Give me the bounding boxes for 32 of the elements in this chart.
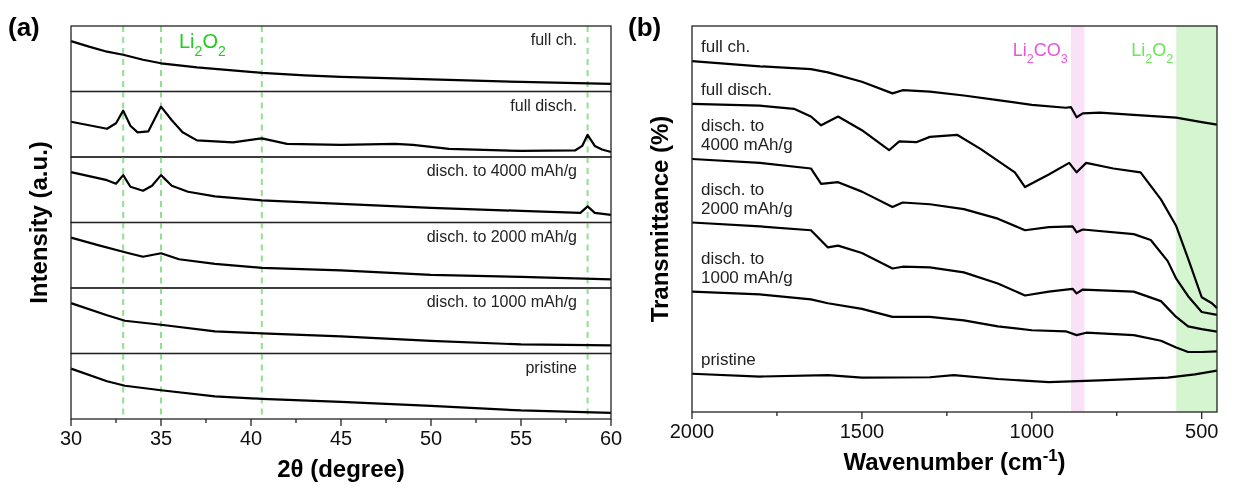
series-label: full disch. bbox=[701, 79, 772, 99]
series-label: pristine bbox=[701, 349, 756, 369]
x-tick-label: 30 bbox=[59, 427, 83, 449]
x-tick-label: 1000 bbox=[1009, 420, 1055, 442]
x-tick-label: 2000 bbox=[669, 420, 715, 442]
x-tick-label: 1500 bbox=[839, 420, 885, 442]
text: pristine bbox=[525, 358, 578, 376]
series-label: disch. to 4000 mAh/g bbox=[701, 115, 793, 154]
x-tick-label: 35 bbox=[149, 427, 173, 449]
text: full ch. bbox=[530, 31, 577, 48]
series-label: disch. to 1000 mAh/g bbox=[426, 293, 577, 310]
x-axis-title: 2θ (degree) bbox=[277, 455, 405, 482]
chart-title: (a) bbox=[8, 12, 40, 42]
series-label: disch. to 2000 mAh/g bbox=[701, 179, 793, 218]
series-label: disch. to 1000 mAh/g bbox=[701, 248, 793, 287]
y-axis-title: Transmittance (%) bbox=[646, 115, 673, 323]
x-tick-label: 45 bbox=[329, 427, 353, 449]
series-label: disch. to 4000 mAh/g bbox=[426, 162, 577, 179]
y-axis-title: Intensity (a.u.) bbox=[25, 141, 52, 304]
series-label: full disch. bbox=[510, 96, 577, 114]
x-tick-label: 40 bbox=[239, 427, 263, 449]
series-label: full ch. bbox=[701, 37, 751, 57]
x-tick-label: 500 bbox=[1185, 420, 1219, 442]
x-tick-label: 55 bbox=[509, 427, 533, 449]
series-label: disch. to 2000 mAh/g bbox=[426, 227, 577, 245]
annotation: Li$_{2}$O$_{2}$ bbox=[179, 30, 226, 59]
x-axis-title: Wavenumber (cm$^{-1}$) bbox=[843, 445, 1066, 475]
band-label: Li$_{2}$CO$_{3}$ bbox=[1012, 40, 1068, 66]
x-tick-label: 50 bbox=[419, 427, 443, 449]
chart-title: (b) bbox=[628, 12, 662, 42]
x-tick-label: 60 bbox=[599, 427, 623, 449]
band-label: Li$_{2}$O$_{2}$ bbox=[1131, 40, 1174, 66]
